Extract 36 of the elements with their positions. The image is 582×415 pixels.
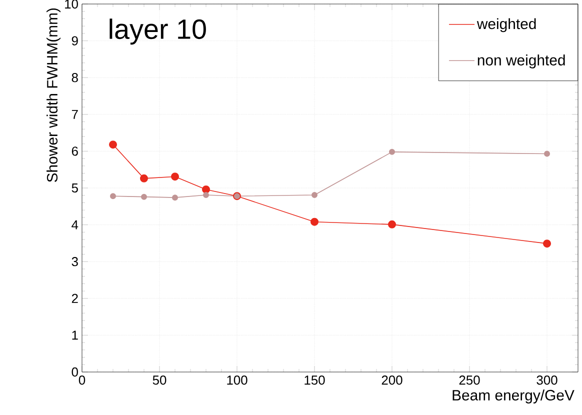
y-tick-label: 3 — [72, 257, 78, 266]
x-tick-label: 150 — [304, 376, 325, 385]
y-tick-label: 2 — [72, 294, 78, 303]
point — [202, 185, 210, 194]
legend-label: non weighted — [478, 54, 565, 68]
y-tick-label: 6 — [72, 146, 78, 156]
x-tick-label: 200 — [382, 376, 402, 385]
x-tick-label: 250 — [459, 376, 480, 385]
y-tick-label: 1 — [72, 330, 78, 340]
point — [203, 192, 209, 198]
y-axis-title: Shower width FWHM(mm) — [46, 8, 60, 182]
point — [110, 193, 116, 200]
annotation: layer 10 — [110, 18, 206, 45]
x-tick-label: 300 — [536, 376, 558, 385]
point — [388, 220, 396, 228]
point — [389, 148, 395, 155]
y-tick-label: 9 — [72, 36, 78, 46]
point — [109, 140, 117, 149]
x-axis-title: Beam energy/GeV — [452, 390, 574, 404]
y-tick-label: 7 — [72, 110, 78, 119]
legend-label: weighted — [476, 18, 536, 32]
point — [543, 240, 552, 248]
point — [140, 174, 148, 182]
point — [141, 194, 147, 200]
x-tick-label: 50 — [152, 376, 166, 385]
y-tick-label: 4 — [72, 220, 78, 230]
y-tick-label: 5 — [72, 183, 78, 193]
y-tick-label: 8 — [72, 73, 78, 82]
y-tick-label: 0 — [72, 367, 78, 377]
point — [310, 218, 318, 226]
point — [544, 150, 550, 157]
x-tick-label: 100 — [227, 376, 248, 385]
x-tick-label: 0 — [78, 376, 86, 385]
point — [172, 194, 178, 201]
point — [312, 192, 318, 198]
point — [171, 172, 179, 181]
